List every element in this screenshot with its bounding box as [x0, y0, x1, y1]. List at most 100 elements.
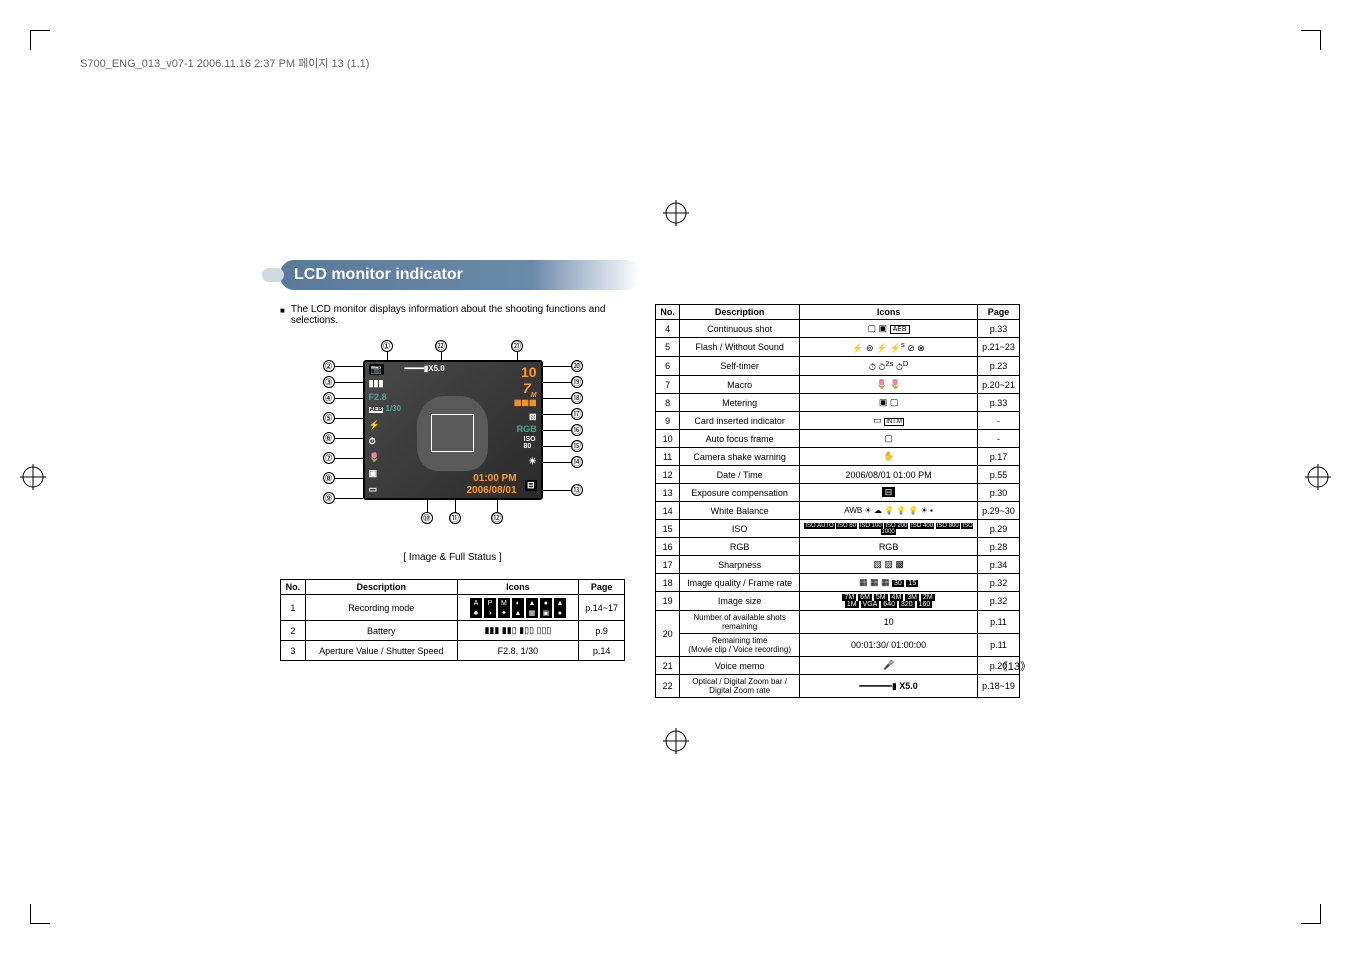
table-header-row: No. Description Icons Page	[656, 305, 1020, 320]
voice-icons: 🎤	[800, 657, 978, 675]
af-frame	[431, 414, 473, 452]
table-row: 16RGBRGBp.28	[656, 538, 1020, 556]
f-value: F2.8	[369, 392, 387, 402]
timer-icons: ⏱ ⏱2s ⏱D	[800, 357, 978, 376]
table-row: 3 Aperture Value / Shutter Speed F2.8, 1…	[281, 641, 625, 661]
table-row: 19Image size7M 6M 5M 4M 3M 2M1M VGA 640 …	[656, 592, 1020, 611]
callout-22: ㉒	[435, 340, 447, 352]
callout-15: ⑮	[571, 440, 583, 452]
callout-20: ⑳	[571, 360, 583, 372]
registration-mark-left	[20, 464, 46, 490]
cont-icons: ▢ ▣ AEB	[800, 320, 978, 338]
registration-mark-top	[663, 200, 689, 226]
th-desc: Description	[305, 580, 457, 595]
callout-16: ⑯	[571, 424, 583, 436]
table-row: 15ISOISO AUTO ISO 80 ISO 100 ISO 200 ISO…	[656, 520, 1020, 538]
page-content: LCD monitor indicator ■ The LCD monitor …	[280, 260, 1020, 698]
meter-icon: ▣	[369, 468, 378, 479]
callout-19: ⑲	[571, 376, 583, 388]
table-row: 21Voice memo🎤p.20	[656, 657, 1020, 675]
intro-text: ■ The LCD monitor displays information a…	[280, 304, 625, 326]
left-column: ■ The LCD monitor displays information a…	[280, 304, 625, 698]
sharp-icons: ▧ ▨ ▩	[800, 556, 978, 574]
quality-icon: ▦▦▦	[514, 398, 537, 407]
card-icons: ▭ INT.M	[800, 412, 978, 430]
callout-4: ④	[323, 392, 335, 404]
figure-caption: [ Image & Full Status ]	[280, 552, 625, 563]
table-header-row: No. Description Icons Page	[281, 580, 625, 595]
macro-icons: 🌷 🌷	[800, 376, 978, 394]
section-title: LCD monitor indicator	[280, 260, 640, 290]
table-row: 5Flash / Without Sound⚡ ⊚ ⚡ ⚡s ⊘ ⊗p.21~2…	[656, 338, 1020, 357]
callout-8: ⑧	[323, 472, 335, 484]
exp-icons: ⊟	[800, 484, 978, 502]
flash-icons: ⚡ ⊚ ⚡ ⚡s ⊘ ⊗	[800, 338, 978, 357]
crop-mark-tl	[30, 30, 50, 50]
table-row: 13Exposure compensation⊟p.30	[656, 484, 1020, 502]
zoom-icons: ━━━━━━▮ X5.0	[800, 675, 978, 698]
date-label: 2006/08/01	[467, 485, 517, 496]
rgb-label: RGB	[517, 424, 537, 434]
crop-mark-tr	[1301, 30, 1321, 50]
table-row: 20Number of available shots remaining10p…	[656, 611, 1020, 634]
callout-1: ①	[381, 340, 393, 352]
iso-label: ISO80	[523, 436, 537, 450]
table-row: 11Camera shake warning✋p.17	[656, 448, 1020, 466]
zoom-bar: ━━━━▮X5.0	[405, 364, 445, 373]
bullet-square: ■	[280, 304, 285, 326]
table-row: 22Optical / Digital Zoom bar / Digital Z…	[656, 675, 1020, 698]
th-icons: Icons	[457, 580, 578, 595]
meter-icons: ▣ ▢	[800, 394, 978, 412]
left-table: No. Description Icons Page 1 Recording m…	[280, 579, 625, 661]
lcd-figure: ② ③ ④ ⑤ ⑥ ⑦ ⑧ ⑨ ① ㉒ ㉑	[323, 344, 583, 544]
callout-11: ⑪	[449, 512, 461, 524]
flash-icon: ⚡	[369, 420, 380, 431]
callout-21: ㉑	[511, 340, 523, 352]
callout-7: ⑦	[323, 452, 335, 464]
callout-9: ⑨	[323, 492, 335, 504]
size-icon: 7M	[523, 380, 537, 399]
shots-remaining: 10	[521, 364, 537, 380]
crop-mark-bl	[30, 904, 50, 924]
callout-14: ⑭	[571, 456, 583, 468]
crop-mark-br	[1301, 904, 1321, 924]
table-row: 18Image quality / Frame rate▦ ▦ ▦ 30 15p…	[656, 574, 1020, 592]
table-row: 8Metering▣ ▢p.33	[656, 394, 1020, 412]
callout-17: ⑰	[571, 408, 583, 420]
table-row: 1 Recording mode APM◐▲●▲ ♣◑✦▲▦▣● p.14~17	[281, 595, 625, 621]
callout-13: ⑬	[571, 484, 583, 496]
table-row: 10Auto focus frame▢-	[656, 430, 1020, 448]
document-header: S700_ENG_013_v07-1 2006.11.16 2:37 PM 페이…	[80, 55, 369, 71]
sharp-icon: ▧	[529, 412, 537, 421]
callout-10: ⑩	[421, 512, 433, 524]
quality-icons: ▦ ▦ ▦ 30 15	[800, 574, 978, 592]
table-row: 7Macro🌷 🌷p.20~21	[656, 376, 1020, 394]
wb-icon: ☀	[528, 456, 536, 467]
right-table: No. Description Icons Page 4Continuous s…	[655, 304, 1020, 698]
shutter-value: AEB 1/30	[369, 404, 401, 413]
table-row: 14White BalanceAWB ☀ ☁ 💡 💡 💡 ☀ ▪p.29~30	[656, 502, 1020, 520]
camera-icon: 📷	[369, 364, 384, 375]
mode-icons: APM◐▲●▲ ♣◑✦▲▦▣●	[457, 595, 578, 621]
right-column: No. Description Icons Page 4Continuous s…	[655, 304, 1020, 698]
callout-2: ②	[323, 360, 335, 372]
shake-icons: ✋	[800, 448, 978, 466]
exp-icon: ⊟	[525, 480, 537, 491]
page-number: 《13》	[997, 658, 1031, 674]
battery-icons: ▮▮▮ ▮▮▯ ▮▯▯ ▯▯▯	[457, 621, 578, 641]
table-row: 9Card inserted indicator▭ INT.M-	[656, 412, 1020, 430]
iso-icons: ISO AUTO ISO 80 ISO 100 ISO 200 ISO 400 …	[800, 520, 978, 538]
registration-mark-right	[1305, 464, 1331, 490]
th-no: No.	[281, 580, 306, 595]
table-row: 6Self-timer⏱ ⏱2s ⏱Dp.23	[656, 357, 1020, 376]
wb-icons: AWB ☀ ☁ 💡 💡 💡 ☀ ▪	[800, 502, 978, 520]
lcd-screen: 📷 ▮▮▮ F2.8 AEB 1/30 ⚡ ⏱ 🌷 ▣ ▭ ━━━━▮X5.0 …	[363, 360, 543, 500]
table-row: Remaining time (Movie clip / Voice recor…	[656, 634, 1020, 657]
registration-mark-bottom	[663, 728, 689, 754]
callout-18: ⑱	[571, 392, 583, 404]
callout-3: ③	[323, 376, 335, 388]
callout-6: ⑥	[323, 432, 335, 444]
table-row: 12Date / Time2006/08/01 01:00 PMp.55	[656, 466, 1020, 484]
intro-body: The LCD monitor displays information abo…	[291, 304, 625, 326]
callout-12: ⑫	[491, 512, 503, 524]
